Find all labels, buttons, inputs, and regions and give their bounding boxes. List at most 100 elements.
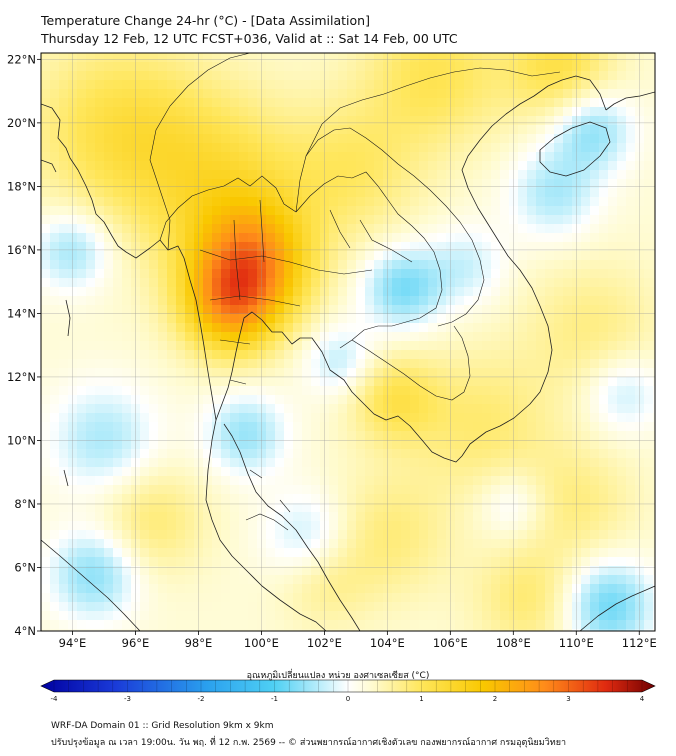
field-cell <box>455 512 465 522</box>
field-cell <box>257 521 267 531</box>
field-cell <box>644 278 654 288</box>
myanmar-china-border <box>149 53 251 251</box>
field-cell <box>419 314 429 324</box>
field-cell <box>257 53 267 63</box>
field-cell <box>122 143 132 153</box>
field-cell <box>581 332 591 342</box>
field-cell <box>563 539 573 549</box>
field-cell <box>248 368 258 378</box>
field-cell <box>338 143 348 153</box>
field-cell <box>356 134 366 144</box>
field-cell <box>554 449 564 459</box>
field-cell <box>338 62 348 72</box>
field-cell <box>86 413 96 423</box>
field-cell <box>527 593 537 603</box>
field-cell <box>608 431 618 441</box>
field-cell <box>122 71 132 81</box>
field-cell <box>581 557 591 567</box>
field-cell <box>563 314 573 324</box>
field-cell <box>581 512 591 522</box>
field-cell <box>626 512 636 522</box>
field-cell <box>608 548 618 558</box>
field-cell <box>221 98 231 108</box>
field-cell <box>86 449 96 459</box>
field-cell <box>437 224 447 234</box>
field-cell <box>500 98 510 108</box>
field-cell <box>68 215 78 225</box>
field-cell <box>122 224 132 234</box>
field-cell <box>500 125 510 135</box>
field-cell <box>167 584 177 594</box>
field-cell <box>41 476 51 486</box>
field-cell <box>455 296 465 306</box>
field-cell <box>419 539 429 549</box>
field-cell <box>113 386 123 396</box>
field-cell <box>599 332 609 342</box>
field-cell <box>437 242 447 252</box>
field-cell <box>365 134 375 144</box>
field-cell <box>59 431 69 441</box>
field-cell <box>473 260 483 270</box>
field-cell <box>230 188 240 198</box>
field-cell <box>203 314 213 324</box>
field-cell <box>167 107 177 117</box>
field-cell <box>401 521 411 531</box>
field-cell <box>347 629 357 631</box>
field-cell <box>167 188 177 198</box>
field-cell <box>59 332 69 342</box>
field-cell <box>302 80 312 90</box>
field-cell <box>545 62 555 72</box>
lon-label: 110°E <box>559 636 594 650</box>
field-cell <box>500 350 510 360</box>
field-cell <box>284 458 294 468</box>
field-cell <box>275 287 285 297</box>
field-cell <box>320 440 330 450</box>
field-cell <box>284 260 294 270</box>
field-cell <box>347 305 357 315</box>
field-cell <box>194 548 204 558</box>
field-cell <box>149 530 159 540</box>
field-cell <box>572 404 582 414</box>
field-cell <box>257 89 267 99</box>
field-cell <box>176 530 186 540</box>
field-cell <box>446 413 456 423</box>
field-cell <box>374 503 384 513</box>
field-cell <box>491 629 501 631</box>
field-cell <box>203 260 213 270</box>
field-cell <box>626 467 636 477</box>
lon-label: 98°E <box>185 636 213 650</box>
field-cell <box>482 611 492 621</box>
field-cell <box>266 170 276 180</box>
field-cell <box>77 350 87 360</box>
field-cell <box>230 566 240 576</box>
field-cell <box>527 215 537 225</box>
field-cell <box>509 584 519 594</box>
field-cell <box>446 278 456 288</box>
field-cell <box>419 179 429 189</box>
field-cell <box>491 80 501 90</box>
field-cell <box>572 485 582 495</box>
field-cell <box>446 629 456 631</box>
field-cell <box>176 98 186 108</box>
field-cell <box>581 278 591 288</box>
field-cell <box>392 188 402 198</box>
field-cell <box>176 332 186 342</box>
field-cell <box>275 548 285 558</box>
field-cell <box>50 575 60 585</box>
field-cell <box>203 584 213 594</box>
field-cell <box>221 440 231 450</box>
field-cell <box>122 332 132 342</box>
field-cell <box>239 611 249 621</box>
field-cell <box>590 242 600 252</box>
field-cell <box>518 287 528 297</box>
field-cell <box>635 521 645 531</box>
field-cell <box>392 134 402 144</box>
field-cell <box>599 314 609 324</box>
lat-label: 8°N <box>14 497 36 511</box>
field-cell <box>311 206 321 216</box>
field-cell <box>536 341 546 351</box>
field-cell <box>158 359 168 369</box>
field-cell <box>149 242 159 252</box>
field-cell <box>239 368 249 378</box>
field-cell <box>203 125 213 135</box>
